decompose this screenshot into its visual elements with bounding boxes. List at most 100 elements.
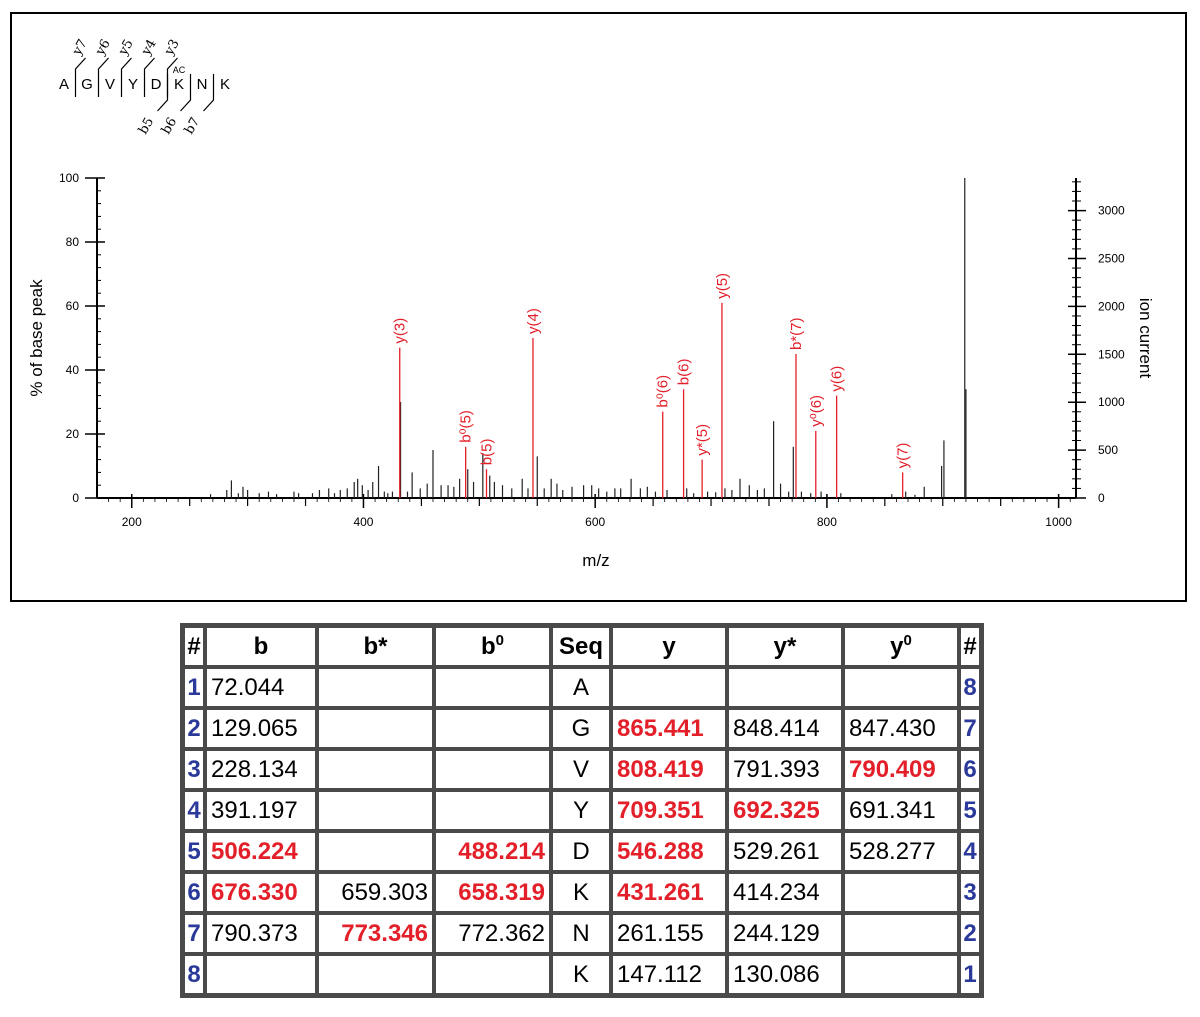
b-zero-value: [434, 667, 551, 708]
b-star-value: 773.346: [317, 913, 434, 954]
annotated-peak-label: b(6): [676, 359, 693, 386]
row-number-right: 5: [959, 790, 981, 831]
row-number-right: 1: [959, 954, 981, 995]
b-value: 391.197: [205, 790, 317, 831]
y-left-tick-label: 20: [66, 427, 80, 441]
y-ion-bracket: [120, 57, 132, 97]
y-left-tick-label: 60: [66, 299, 80, 313]
x-tick-label: 200: [122, 515, 142, 529]
sequence-residue: K: [551, 954, 611, 995]
y-star-value: 791.393: [727, 749, 843, 790]
sequence-residue: N: [551, 913, 611, 954]
y-ion-label: y6: [92, 37, 113, 59]
y-zero-value: [843, 872, 959, 913]
annotated-peak-label: y⁰(6): [808, 395, 825, 427]
sequence-residue: G: [81, 76, 93, 93]
annotated-peak-label: y(5): [714, 273, 731, 299]
y-left-tick-label: 80: [66, 235, 80, 249]
b-star-value: [317, 708, 434, 749]
row-number-right: 7: [959, 708, 981, 749]
b-ion-label: b5: [136, 115, 157, 137]
sequence-residue: K: [220, 76, 230, 93]
b-zero-value: 658.319: [434, 872, 551, 913]
x-tick-label: 400: [353, 515, 373, 529]
y-left-tick-label: 0: [72, 491, 79, 505]
y-value: 808.419: [611, 749, 727, 790]
y-right-tick-label: 2000: [1098, 299, 1125, 313]
b-value: 790.373: [205, 913, 317, 954]
table-row: 3 228.134 V 808.419 791.393 790.409 6: [183, 749, 981, 790]
y-zero-value: [843, 913, 959, 954]
annotated-peak-label: y*(5): [694, 424, 711, 456]
y-right-tick-label: 2500: [1098, 251, 1125, 265]
annotated-peak-label: b*(7): [788, 317, 805, 350]
header-b-star: b*: [317, 626, 434, 667]
b-star-value: 659.303: [317, 872, 434, 913]
sequence-residue: G: [551, 708, 611, 749]
y-value: 865.441: [611, 708, 727, 749]
annotated-peak-label: b⁰(6): [655, 375, 672, 408]
y-right-tick-label: 1000: [1098, 395, 1125, 409]
row-number-right: 8: [959, 667, 981, 708]
x-tick-label: 600: [585, 515, 605, 529]
b-zero-value: 772.362: [434, 913, 551, 954]
table-row: 1 72.044 A 8: [183, 667, 981, 708]
b-ion-bracket: [180, 74, 192, 112]
table-row: 4 391.197 Y 709.351 692.325 691.341 5: [183, 790, 981, 831]
fragment-ion-table: # b b* b0 Seq y y* y0 # 1 72.044 A 8 2 129.06…: [180, 623, 984, 998]
sequence-residue: Y: [551, 790, 611, 831]
b-star-value: [317, 790, 434, 831]
row-number-left: 1: [183, 667, 205, 708]
y-axis-left-label: % of base peak: [27, 279, 46, 397]
annotated-peak-label: y(3): [392, 318, 409, 344]
x-axis-label: m/z: [582, 551, 609, 570]
b-value: 506.224: [205, 831, 317, 872]
sequence-residue: K: [551, 872, 611, 913]
b-value: 129.065: [205, 708, 317, 749]
b-ion-bracket: [203, 74, 215, 112]
sequence-residue: D: [151, 76, 162, 93]
y-zero-value: 691.341: [843, 790, 959, 831]
row-number-left: 4: [183, 790, 205, 831]
y-ion-label: y4: [138, 37, 159, 59]
b-zero-value: 488.214: [434, 831, 551, 872]
b-ion-label: b6: [159, 115, 180, 137]
header-y: y: [611, 626, 727, 667]
x-tick-label: 800: [817, 515, 837, 529]
header-seq: Seq: [551, 626, 611, 667]
y-star-value: 244.129: [727, 913, 843, 954]
b-zero-value: [434, 708, 551, 749]
header-num-left: #: [183, 626, 205, 667]
y-star-value: 130.086: [727, 954, 843, 995]
modification-label: AC: [173, 65, 186, 75]
header-b-zero: b0: [434, 626, 551, 667]
y-axis-right-label: ion current: [1136, 298, 1155, 379]
row-number-right: 4: [959, 831, 981, 872]
b-value: 72.044: [205, 667, 317, 708]
table-header-row: # b b* b0 Seq y y* y0 #: [183, 626, 981, 667]
y-value: [611, 667, 727, 708]
y-star-value: 692.325: [727, 790, 843, 831]
sequence-residue: N: [197, 76, 208, 93]
y-value: 546.288: [611, 831, 727, 872]
y-star-value: 848.414: [727, 708, 843, 749]
b-zero-value: [434, 790, 551, 831]
y-zero-value: 847.430: [843, 708, 959, 749]
y-zero-value: [843, 667, 959, 708]
y-ion-label: y7: [69, 37, 90, 59]
y-value: 709.351: [611, 790, 727, 831]
b-value: [205, 954, 317, 995]
row-number-left: 5: [183, 831, 205, 872]
header-b: b: [205, 626, 317, 667]
table-row: 2 129.065 G 865.441 848.414 847.430 7: [183, 708, 981, 749]
b-star-value: [317, 954, 434, 995]
row-number-left: 2: [183, 708, 205, 749]
y-right-tick-label: 500: [1098, 443, 1118, 457]
y-zero-value: 528.277: [843, 831, 959, 872]
b-star-value: [317, 667, 434, 708]
y-left-tick-label: 100: [59, 171, 79, 185]
y-ion-bracket: [74, 57, 86, 97]
y-value: 261.155: [611, 913, 727, 954]
annotated-peak-label: b⁰(5): [458, 410, 475, 443]
